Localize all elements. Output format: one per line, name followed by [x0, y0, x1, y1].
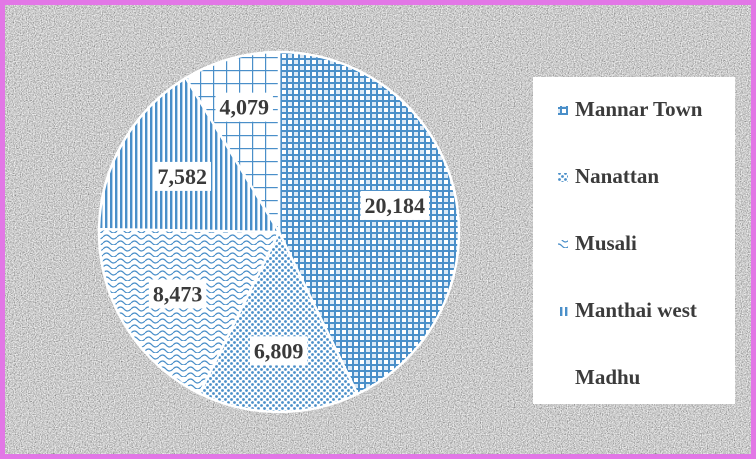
legend-label-manthai-west: Manthai west [575, 298, 697, 322]
legend-marker-madhu-icon [555, 370, 571, 386]
legend-item-mannar-town: Mannar Town [555, 97, 702, 122]
data-label-madhu: 4,079 [219, 95, 269, 120]
data-label-nanattan: 6,809 [254, 338, 304, 363]
pie-slice-nanattan [197, 229, 360, 414]
legend-label-madhu: Madhu [575, 365, 641, 389]
data-label-bg-manthai-west [153, 161, 211, 191]
data-label-mannar-town: 20,184 [365, 193, 426, 218]
pie-slice-musali [97, 227, 281, 396]
legend: Mannar Town Nanattan Musali Manthai west Mad… [533, 77, 735, 404]
legend-label-musali: Musali [575, 231, 637, 255]
legend-label-mannar-town: Mannar Town [575, 97, 703, 121]
data-label-bg-musali [148, 279, 207, 309]
legend-item-manthai-west: Manthai west [555, 298, 697, 323]
data-label-manthai-west: 7,582 [157, 164, 207, 189]
legend-item-madhu: Madhu [555, 365, 640, 390]
pie-labels: 20,184 6,809 8,473 7,582 4,079 [148, 92, 430, 366]
legend-marker-manthai-west-icon [555, 303, 571, 319]
legend-label-nanattan: Nanattan [575, 164, 660, 188]
data-label-musali: 8,473 [153, 281, 203, 306]
legend-item-nanattan: Nanattan [555, 164, 659, 189]
legend-marker-mannar-town-icon [555, 102, 571, 118]
data-label-bg-nanattan [249, 336, 308, 366]
legend-item-musali: Musali [555, 231, 637, 256]
legend-marker-musali-icon [555, 236, 571, 252]
data-label-bg-mannar-town [360, 190, 430, 220]
pie-slice-mannar-town [277, 50, 461, 396]
data-label-bg-madhu [215, 92, 273, 122]
pie-slice-manthai-west [97, 76, 282, 234]
legend-marker-nanattan-icon [555, 169, 571, 185]
